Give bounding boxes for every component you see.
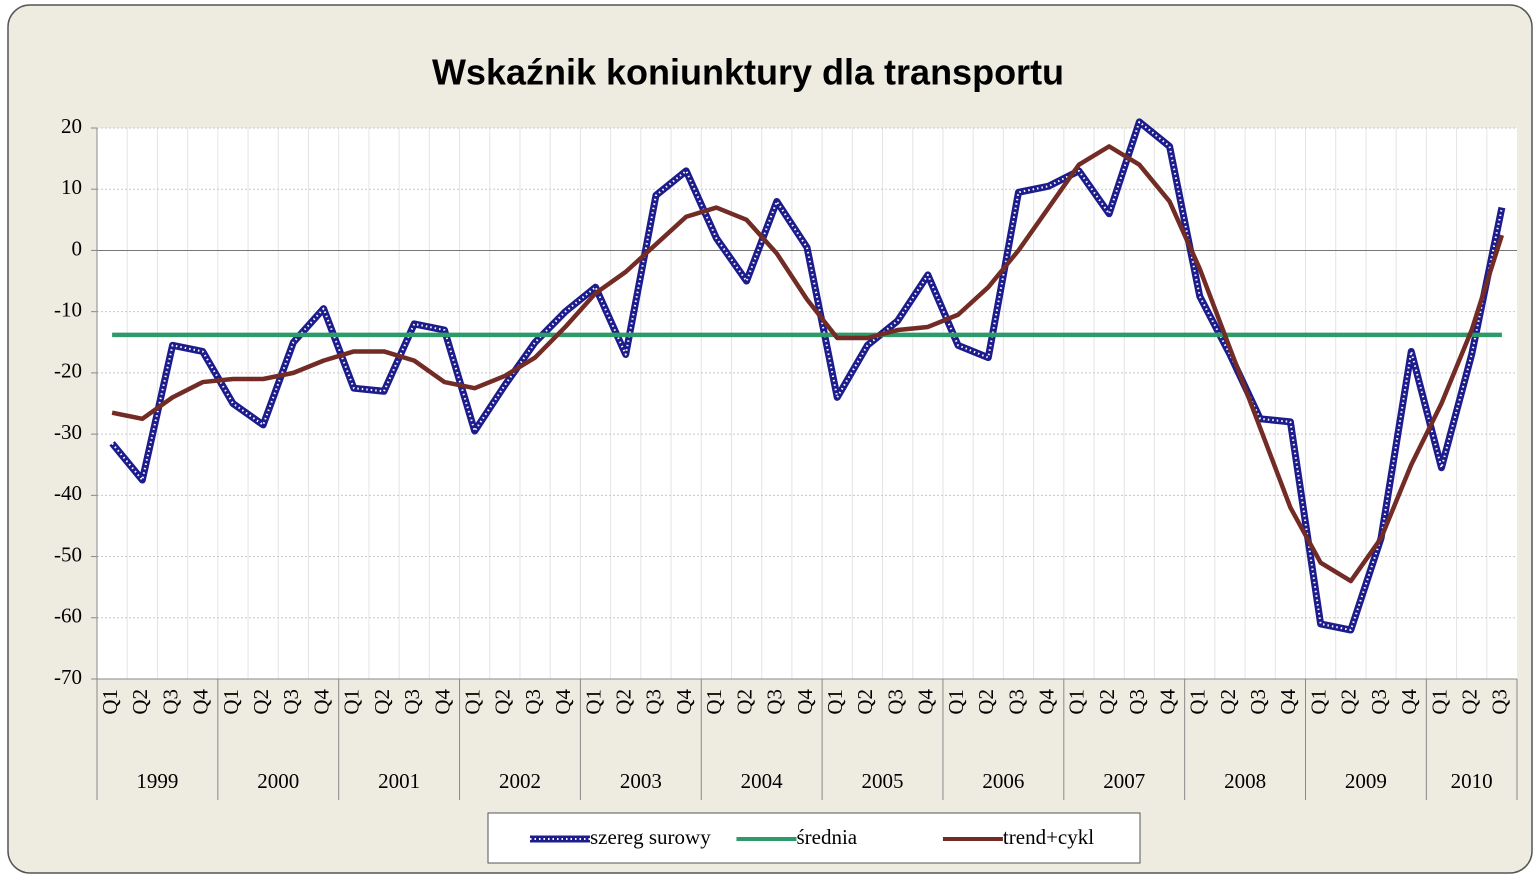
x-group-label: 2008 (1224, 769, 1266, 793)
series-line (109, 118, 1506, 634)
plot-area (97, 128, 1517, 679)
legend-label: średnia (796, 825, 857, 849)
x-tick-label: Q4 (430, 689, 454, 715)
chart-title: Wskaźnik koniunktury dla transportu (432, 52, 1064, 93)
x-group-label: 2000 (257, 769, 299, 793)
x-tick-label: Q4 (914, 689, 938, 715)
y-tick-label: 20 (61, 114, 82, 138)
legend-label: trend+cykl (1003, 825, 1094, 849)
x-tick-label: Q1 (1306, 689, 1330, 715)
x-group-label: 1999 (136, 769, 178, 793)
x-tick-label: Q3 (1367, 689, 1391, 715)
x-tick-label: Q1 (702, 689, 726, 715)
x-tick-label: Q4 (1035, 689, 1059, 715)
y-tick-label: -20 (54, 359, 82, 383)
x-tick-label: Q4 (1397, 689, 1421, 715)
series-line (111, 144, 1505, 584)
x-tick-label: Q3 (279, 689, 303, 715)
x-tick-label: Q1 (460, 689, 484, 715)
x-tick-label: Q1 (219, 689, 243, 715)
x-tick-label: Q2 (1095, 689, 1119, 715)
x-group-label: 2002 (499, 769, 541, 793)
legend-label: szereg surowy (590, 825, 711, 849)
x-tick-label: Q4 (672, 689, 696, 715)
x-tick-label: Q2 (1337, 689, 1361, 715)
y-tick-label: -30 (54, 420, 82, 444)
x-tick-label: Q3 (158, 689, 182, 715)
x-tick-label: Q4 (189, 689, 213, 715)
x-group-label: 2005 (862, 769, 904, 793)
x-group-label: 2004 (741, 769, 784, 793)
x-tick-label: Q4 (551, 689, 575, 715)
x-tick-label: Q1 (98, 689, 122, 715)
x-group-label: 2001 (378, 769, 420, 793)
x-tick-label: Q1 (823, 689, 847, 715)
x-tick-label: Q4 (309, 689, 333, 715)
x-tick-label: Q2 (732, 689, 756, 715)
x-tick-label: Q2 (853, 689, 877, 715)
x-tick-label: Q2 (1457, 689, 1481, 715)
x-tick-label: Q2 (491, 689, 515, 715)
x-tick-label: Q2 (128, 689, 152, 715)
y-tick-label: -60 (54, 604, 82, 628)
x-tick-label: Q1 (944, 689, 968, 715)
x-tick-label: Q3 (1125, 689, 1149, 715)
x-tick-label: Q4 (793, 689, 817, 715)
x-tick-label: Q1 (581, 689, 605, 715)
x-tick-label: Q1 (1186, 689, 1210, 715)
y-tick-label: 0 (72, 236, 83, 260)
y-tick-label: -10 (54, 297, 82, 321)
x-tick-label: Q4 (1276, 689, 1300, 715)
x-tick-label: Q2 (370, 689, 394, 715)
x-group-label: 2006 (982, 769, 1024, 793)
y-tick-label: -40 (54, 481, 82, 505)
x-tick-label: Q3 (1246, 689, 1270, 715)
y-tick-label: -70 (54, 665, 82, 689)
x-tick-label: Q3 (400, 689, 424, 715)
x-tick-label: Q3 (883, 689, 907, 715)
x-tick-label: Q2 (1216, 689, 1240, 715)
x-tick-label: Q3 (642, 689, 666, 715)
x-tick-label: Q3 (521, 689, 545, 715)
x-group-label: 2009 (1345, 769, 1387, 793)
x-tick-label: Q1 (340, 689, 364, 715)
x-tick-label: Q2 (612, 689, 636, 715)
x-tick-label: Q3 (763, 689, 787, 715)
x-tick-label: Q1 (1065, 689, 1089, 715)
y-tick-label: 10 (61, 175, 82, 199)
x-group-label: 2010 (1451, 769, 1493, 793)
x-tick-label: Q4 (1155, 689, 1179, 715)
x-tick-label: Q3 (1004, 689, 1028, 715)
x-group-label: 2007 (1103, 769, 1145, 793)
x-tick-label: Q2 (249, 689, 273, 715)
x-tick-label: Q1 (1427, 689, 1451, 715)
y-tick-label: -50 (54, 542, 82, 566)
x-group-label: 2003 (620, 769, 662, 793)
x-tick-label: Q2 (974, 689, 998, 715)
legend-box (487, 812, 1141, 864)
x-tick-label: Q3 (1488, 689, 1512, 715)
